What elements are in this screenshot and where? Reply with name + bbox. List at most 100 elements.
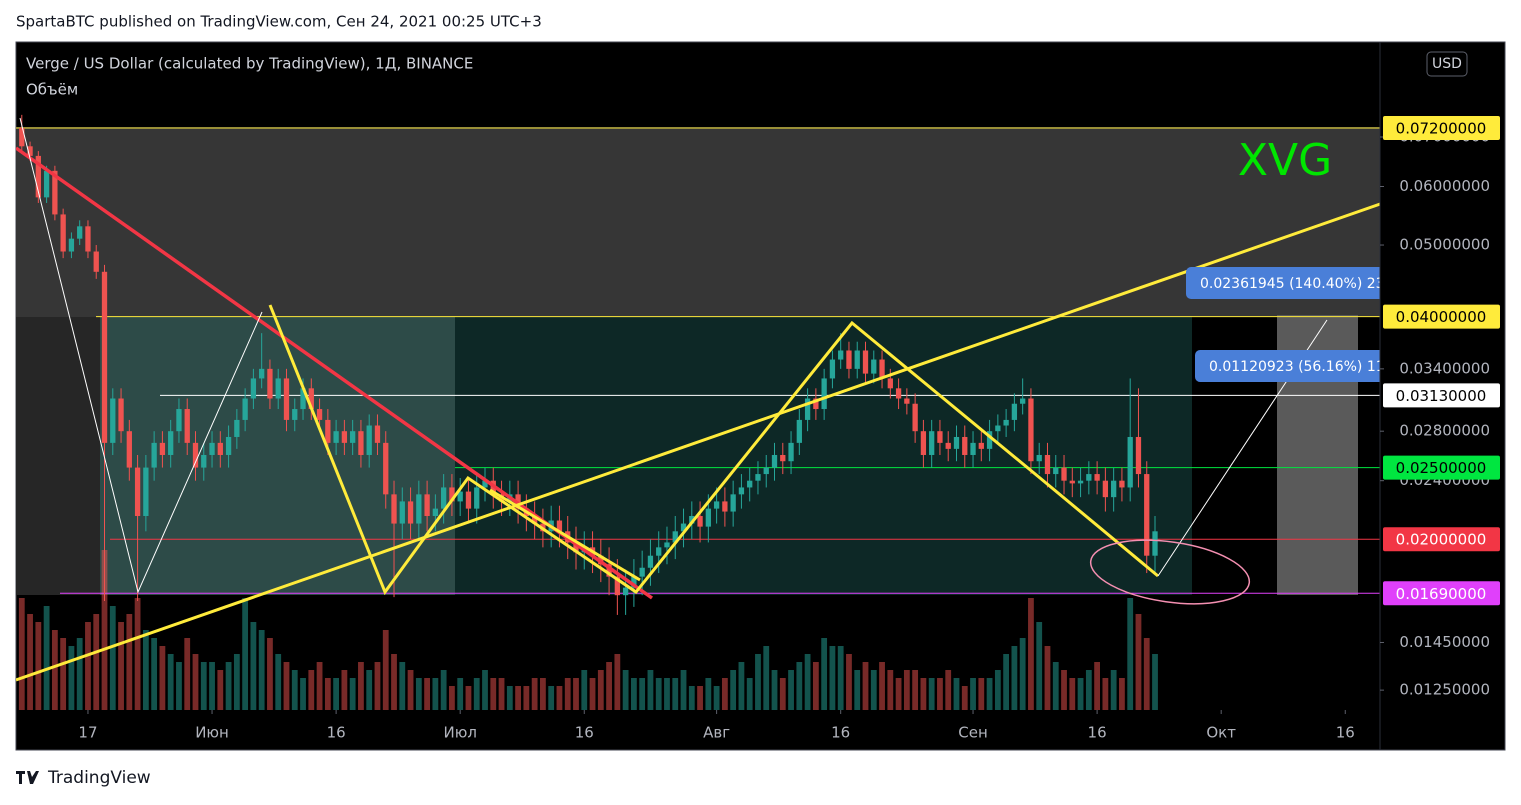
volume-legend: Объём	[26, 81, 78, 99]
volume-bar	[945, 670, 952, 710]
candle-body	[316, 409, 323, 420]
price-label-box	[1383, 304, 1500, 329]
volume-bar	[159, 646, 166, 710]
volume-bar	[382, 630, 389, 710]
volume-bar	[738, 662, 745, 710]
candle-body	[912, 403, 918, 432]
volume-bar	[506, 686, 513, 710]
volume-bar	[788, 670, 794, 710]
volume-bar	[101, 550, 108, 710]
candle-body	[234, 419, 240, 437]
candle-body	[713, 501, 720, 509]
volume-bar	[449, 686, 455, 710]
y-tick-label: 0.03400000	[1399, 359, 1490, 377]
price-label: 0.04000000	[1396, 308, 1487, 326]
volume-bar	[35, 622, 42, 710]
y-tick-label: 0.01450000	[1399, 633, 1490, 651]
candle-body	[639, 567, 645, 577]
candle-body	[1152, 531, 1158, 556]
candle-body	[1061, 467, 1067, 481]
candle-body	[705, 508, 711, 527]
candle-body	[275, 378, 281, 399]
volume-bar	[1119, 678, 1125, 710]
candle-body	[416, 494, 422, 524]
candle-body	[755, 474, 761, 481]
volume-bar	[589, 678, 596, 710]
candle-body	[747, 480, 753, 488]
candle-body	[474, 487, 480, 509]
candle-body	[482, 480, 488, 488]
candle-body	[573, 542, 579, 553]
uptrend-line	[16, 202, 1380, 682]
volume-bar	[1061, 670, 1067, 710]
volume-bar	[1143, 638, 1150, 710]
volume-bar	[1069, 678, 1076, 710]
volume-bar	[233, 654, 240, 710]
candle-body	[689, 516, 695, 524]
candle-body	[68, 238, 75, 252]
volume-bar	[283, 662, 290, 710]
volume-bar	[1003, 654, 1010, 710]
volume-bar	[366, 670, 373, 710]
volume-bar	[1127, 598, 1134, 710]
volume-bar	[573, 678, 579, 710]
volume-bar	[862, 662, 869, 710]
volume-bar	[300, 678, 306, 710]
candle-body	[350, 431, 356, 443]
candle-body	[93, 251, 99, 272]
volume-bar	[994, 670, 1001, 710]
volume-bar	[953, 678, 960, 710]
candle-body	[697, 516, 703, 527]
volume-bar	[771, 670, 778, 710]
volume-bar	[903, 670, 910, 710]
volume-bar	[614, 654, 621, 710]
candle-body	[664, 542, 670, 548]
volume-bar	[680, 670, 687, 710]
volume-bar	[804, 654, 811, 710]
volume-bar	[1102, 678, 1109, 710]
volume-bar	[912, 670, 919, 710]
candle-body	[722, 501, 728, 512]
volume-bar	[324, 678, 331, 710]
candle-body	[225, 436, 232, 455]
measurement-layer: 0.02361945 (140.40%) 23 0.01120923 (56.16…	[1186, 267, 1385, 382]
volume-bar	[887, 670, 894, 710]
symbol-legend: Verge / US Dollar (calculated by Trading…	[26, 55, 473, 73]
candle-body	[738, 487, 745, 495]
volume-bar	[540, 678, 546, 710]
volume-bar	[1019, 638, 1026, 710]
price-line-layer	[16, 127, 1380, 594]
volume-bar	[1052, 662, 1059, 710]
volume-bar	[986, 678, 993, 710]
volume-bar	[432, 678, 439, 710]
x-tick-label: Июн	[195, 724, 229, 742]
x-tick-label: 16	[575, 724, 594, 742]
volume-layer	[18, 550, 1158, 710]
y-tick-label: 0.02800000	[1399, 422, 1490, 440]
highlight-ellipse	[1089, 539, 1251, 605]
currency-button[interactable]	[1426, 51, 1468, 77]
candle-body	[333, 431, 339, 443]
candle-body	[1135, 436, 1142, 475]
x-tick-label: 16	[327, 724, 346, 742]
volume-bar	[1110, 670, 1117, 710]
candle-body	[176, 409, 182, 432]
measure-label: 0.01120923 (56.16%) 11	[1209, 359, 1385, 375]
volume-bar	[697, 686, 703, 710]
volume-bar	[192, 654, 199, 710]
candle-body	[838, 350, 844, 360]
volume-bar	[688, 686, 695, 710]
volume-bar	[391, 654, 397, 710]
volume-bar	[482, 670, 488, 710]
candle-body	[134, 467, 141, 517]
candle-body	[52, 170, 58, 215]
footer-logo: TradingView	[16, 768, 151, 788]
candle-body	[60, 214, 66, 252]
volume-bar	[639, 678, 646, 710]
price-label: 0.01690000	[1396, 585, 1487, 603]
volume-bar	[606, 662, 612, 710]
candle-body	[77, 226, 83, 239]
currency-label[interactable]: USD	[1432, 56, 1462, 72]
